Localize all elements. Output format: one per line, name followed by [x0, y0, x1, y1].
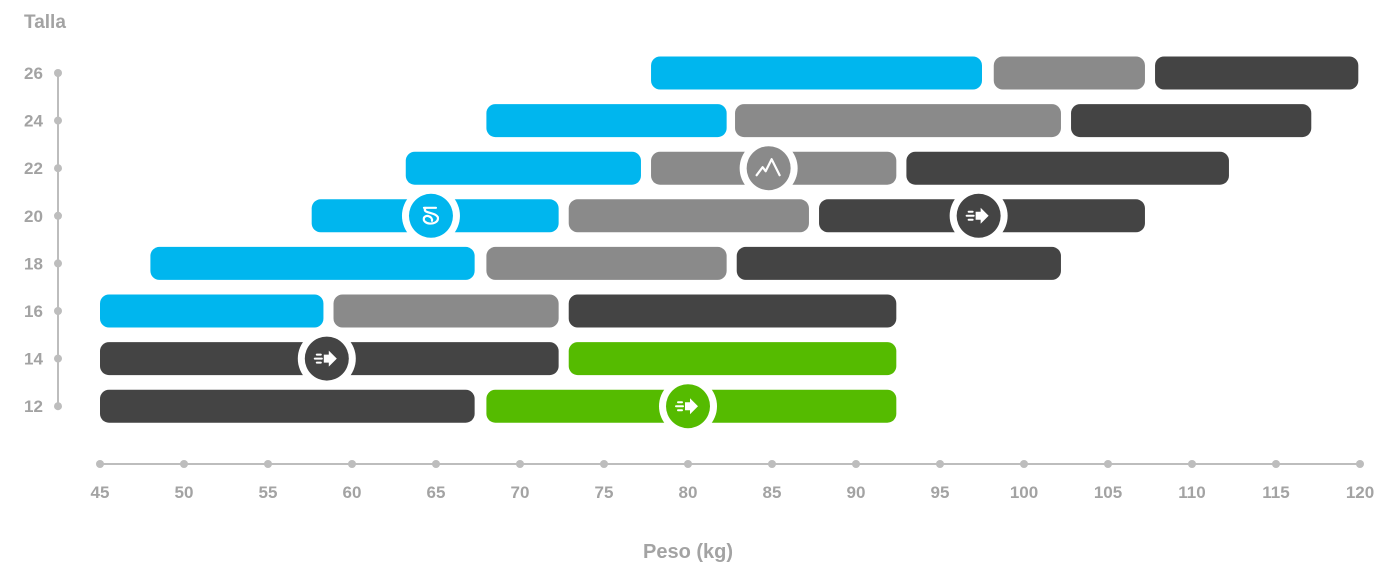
y-tick-dot	[54, 211, 62, 220]
range-bar	[333, 294, 559, 328]
x-tick-label: 95	[931, 483, 950, 502]
x-tick-label: 50	[175, 483, 194, 502]
range-bar	[150, 246, 475, 280]
mountain-icon	[739, 139, 798, 198]
y-tick-label: 22	[24, 159, 43, 178]
x-tick-dot	[1188, 460, 1196, 468]
y-axis-label: Talla	[24, 12, 66, 33]
range-bar	[906, 151, 1229, 185]
range-bar	[568, 199, 809, 233]
range-bar	[100, 294, 324, 328]
y-tick-label: 16	[24, 302, 43, 321]
speed-arrow-icon	[297, 329, 356, 388]
speed-arrow-icon	[949, 186, 1008, 245]
y-tick-label: 12	[24, 397, 43, 416]
x-tick-label: 80	[679, 483, 698, 502]
x-tick-dot	[1272, 460, 1280, 468]
y-tick-label: 20	[24, 207, 43, 226]
range-bar	[486, 246, 727, 280]
x-tick-dot	[264, 460, 272, 468]
y-tick-label: 24	[24, 112, 43, 131]
x-tick-dot	[96, 460, 104, 468]
x-tick-dot	[936, 460, 944, 468]
x-tick-label: 110	[1178, 483, 1205, 502]
spiral-icon	[401, 186, 460, 245]
x-tick-dot	[180, 460, 188, 468]
x-tick-label: 90	[847, 483, 866, 502]
x-tick-dot	[432, 460, 440, 468]
markers	[297, 139, 1008, 436]
y-tick-dot	[54, 307, 62, 315]
range-bar	[1071, 104, 1312, 138]
y-tick-dot	[54, 116, 62, 125]
range-bar	[651, 56, 982, 90]
y-tick-label: 14	[24, 350, 43, 369]
y-tick-dot	[54, 164, 62, 173]
x-tick-label: 65	[427, 483, 446, 502]
x-tick-label: 120	[1346, 483, 1374, 502]
x-tick-label: 60	[343, 483, 362, 502]
x-tick-dot	[768, 460, 776, 468]
range-bar	[993, 56, 1145, 90]
range-bar	[735, 104, 1061, 138]
x-tick-label: 70	[511, 483, 530, 502]
range-bar	[100, 389, 475, 423]
y-tick-label: 18	[24, 254, 43, 273]
y-tick-label: 26	[24, 64, 43, 83]
x-tick-dot	[1104, 460, 1112, 468]
x-tick-dot	[600, 460, 608, 468]
y-tick-dot	[54, 259, 62, 268]
x-tick-dot	[852, 460, 860, 468]
range-bar	[568, 342, 897, 376]
x-tick-dot	[516, 460, 524, 468]
range-bar	[736, 246, 1061, 280]
x-axis-label: Peso (kg)	[643, 541, 733, 563]
bars	[100, 56, 1359, 423]
speed-arrow-icon	[659, 377, 717, 436]
x-tick-dot	[1356, 460, 1364, 468]
x-tick-label: 105	[1094, 483, 1122, 502]
y-tick-dot	[54, 402, 62, 411]
x-tick-label: 45	[91, 483, 110, 502]
y-tick-dot	[54, 354, 62, 363]
axes: 26 24 22 20 18 16 14 12 45 50 55 60 65 70 75 80 85 90 95 10…	[24, 64, 1374, 502]
x-tick-label: 75	[595, 483, 614, 502]
x-tick-dot	[684, 460, 692, 468]
x-tick-label: 115	[1262, 483, 1289, 502]
x-tick-label: 85	[763, 483, 782, 502]
x-tick-dot	[1020, 460, 1028, 468]
range-bar	[568, 294, 897, 328]
range-bar	[405, 151, 641, 185]
x-tick-label: 100	[1010, 483, 1038, 502]
x-tick-label: 55	[259, 483, 278, 502]
x-tick-dot	[348, 460, 356, 468]
range-bar	[486, 104, 727, 138]
range-bar	[1155, 56, 1359, 90]
y-tick-dot	[54, 69, 62, 77]
